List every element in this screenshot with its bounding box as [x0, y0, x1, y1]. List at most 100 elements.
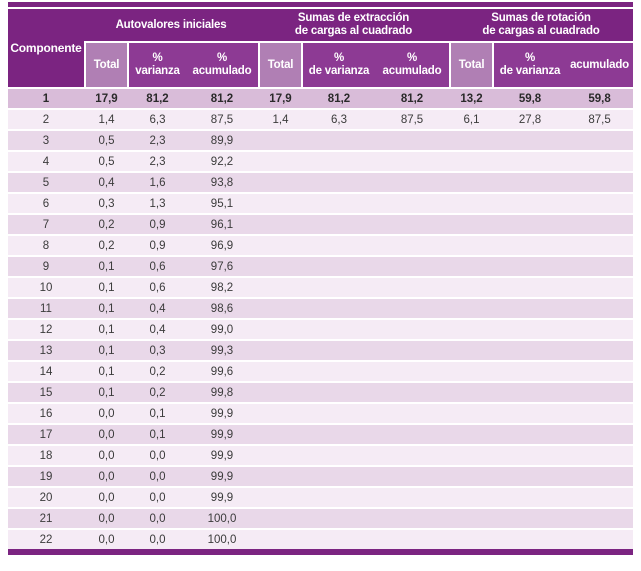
value-cell — [566, 297, 634, 318]
component-number-cell: 14 — [8, 360, 84, 381]
value-cell: 6,3 — [303, 108, 375, 129]
value-cell — [494, 465, 567, 486]
value-cell — [566, 381, 634, 402]
value-cell: 89,9 — [186, 129, 258, 150]
value-cell: 17,9 — [84, 87, 129, 108]
value-cell — [566, 360, 634, 381]
value-cell — [449, 423, 495, 444]
subheader-pct-varianza-3: % de varianza — [494, 43, 567, 87]
table-row: 12 0,1 0,4 99,0 — [8, 318, 634, 339]
value-cell: 99,9 — [186, 465, 258, 486]
value-cell — [303, 507, 375, 528]
component-number-cell: 22 — [8, 528, 84, 549]
component-number-cell: 12 — [8, 318, 84, 339]
value-cell — [494, 213, 567, 234]
value-cell — [258, 423, 303, 444]
value-cell — [449, 150, 495, 171]
value-cell — [449, 486, 495, 507]
value-cell: 0,0 — [129, 528, 186, 549]
table-row: 21 0,0 0,0 100,0 — [8, 507, 634, 528]
value-cell — [449, 297, 495, 318]
value-cell: 81,2 — [129, 87, 186, 108]
value-cell — [303, 486, 375, 507]
table-top-border — [8, 2, 633, 7]
table-row: 8 0,2 0,9 96,9 — [8, 234, 634, 255]
value-cell — [449, 129, 495, 150]
value-cell — [303, 528, 375, 549]
table-row: 7 0,2 0,9 96,1 — [8, 213, 634, 234]
value-cell: 0,4 — [129, 297, 186, 318]
value-cell: 0,1 — [84, 255, 129, 276]
value-cell: 93,8 — [186, 171, 258, 192]
value-cell: 100,0 — [186, 528, 258, 549]
value-cell — [494, 297, 567, 318]
table-row: 17 0,0 0,1 99,9 — [8, 423, 634, 444]
component-number-cell: 17 — [8, 423, 84, 444]
subheader-total-3: Total — [449, 43, 495, 87]
value-cell — [449, 528, 495, 549]
component-number-cell: 16 — [8, 402, 84, 423]
value-cell — [494, 360, 567, 381]
value-cell — [494, 192, 567, 213]
sub-header-row: Total % varianza % acumulado Total % de … — [8, 43, 634, 87]
value-cell — [449, 339, 495, 360]
table-row: 3 0,5 2,3 89,9 — [8, 129, 634, 150]
table-row: 5 0,4 1,6 93,8 — [8, 171, 634, 192]
table-row: 16 0,0 0,1 99,9 — [8, 402, 634, 423]
value-cell — [303, 192, 375, 213]
value-cell — [566, 423, 634, 444]
value-cell: 17,9 — [258, 87, 303, 108]
component-number-cell: 19 — [8, 465, 84, 486]
value-cell — [375, 444, 450, 465]
value-cell: 2,3 — [129, 129, 186, 150]
value-cell: 0,1 — [129, 423, 186, 444]
value-cell — [258, 171, 303, 192]
value-cell — [258, 507, 303, 528]
value-cell — [258, 486, 303, 507]
component-number-cell: 20 — [8, 486, 84, 507]
value-cell — [494, 129, 567, 150]
value-cell: 0,6 — [129, 255, 186, 276]
value-cell: 59,8 — [494, 87, 567, 108]
value-cell: 87,5 — [375, 108, 450, 129]
value-cell — [303, 234, 375, 255]
value-cell: 27,8 — [494, 108, 567, 129]
value-cell — [375, 255, 450, 276]
value-cell: 99,9 — [186, 444, 258, 465]
value-cell — [303, 318, 375, 339]
component-number-cell: 4 — [8, 150, 84, 171]
value-cell: 99,9 — [186, 486, 258, 507]
value-cell: 0,0 — [129, 444, 186, 465]
value-cell — [303, 213, 375, 234]
value-cell: 13,2 — [449, 87, 495, 108]
value-cell — [375, 507, 450, 528]
value-cell: 0,0 — [129, 486, 186, 507]
value-cell: 6,1 — [449, 108, 495, 129]
value-cell — [494, 255, 567, 276]
value-cell: 0,2 — [129, 360, 186, 381]
component-number-cell: 9 — [8, 255, 84, 276]
value-cell: 100,0 — [186, 507, 258, 528]
value-cell — [375, 360, 450, 381]
value-cell — [449, 234, 495, 255]
value-cell: 0,9 — [129, 213, 186, 234]
value-cell — [375, 234, 450, 255]
value-cell — [566, 465, 634, 486]
table-row: 9 0,1 0,6 97,6 — [8, 255, 634, 276]
value-cell — [258, 234, 303, 255]
value-cell: 0,1 — [84, 318, 129, 339]
value-cell: 87,5 — [186, 108, 258, 129]
value-cell: 99,6 — [186, 360, 258, 381]
value-cell — [258, 129, 303, 150]
value-cell — [303, 465, 375, 486]
value-cell — [449, 276, 495, 297]
value-cell — [449, 255, 495, 276]
value-cell — [494, 423, 567, 444]
value-cell: 6,3 — [129, 108, 186, 129]
value-cell — [449, 507, 495, 528]
value-cell — [258, 276, 303, 297]
value-cell: 0,9 — [129, 234, 186, 255]
value-cell: 0,1 — [84, 276, 129, 297]
component-number-cell: 18 — [8, 444, 84, 465]
value-cell — [303, 129, 375, 150]
